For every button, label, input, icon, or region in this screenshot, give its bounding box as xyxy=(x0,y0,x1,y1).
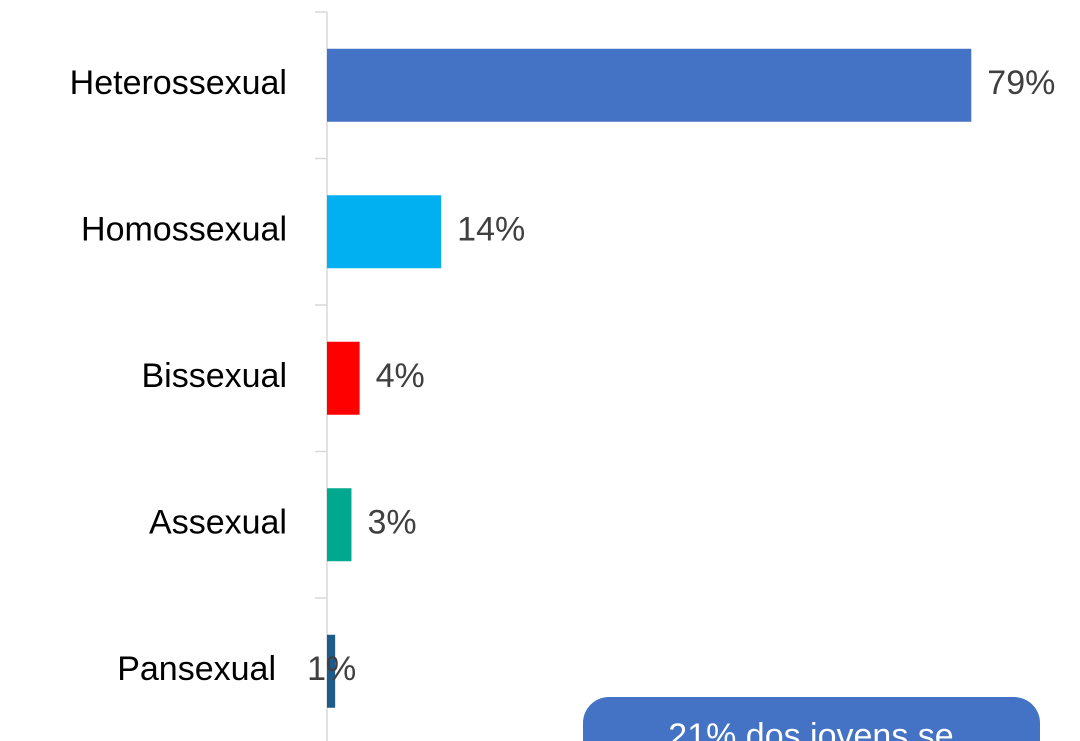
value-label: 3% xyxy=(367,504,416,542)
category-label: Bissexual xyxy=(141,357,287,395)
bar xyxy=(327,488,352,562)
category-label: Heterossexual xyxy=(70,64,287,102)
category-label: Assexual xyxy=(149,504,287,542)
bar xyxy=(327,634,336,708)
value-label: 79% xyxy=(987,64,1055,102)
callout-box xyxy=(583,697,1040,741)
value-label: 14% xyxy=(457,211,525,249)
category-label: Homossexual xyxy=(81,211,287,249)
callout: 21% dos jovens se xyxy=(583,697,1040,741)
bar xyxy=(327,48,972,122)
callout-text: 21% dos jovens se xyxy=(668,717,953,741)
bar xyxy=(327,341,360,415)
value-label: 1% xyxy=(307,650,356,688)
value-label: 4% xyxy=(376,357,425,395)
bar xyxy=(327,195,442,269)
category-label: Pansexual xyxy=(117,650,276,688)
